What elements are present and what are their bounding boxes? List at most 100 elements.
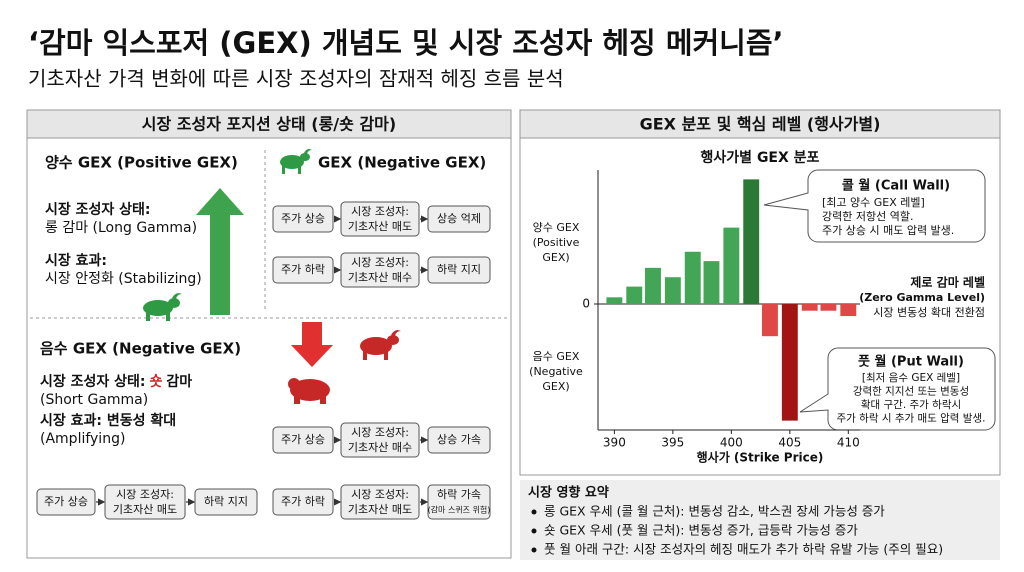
bull-icon — [280, 149, 312, 174]
bar — [723, 227, 740, 305]
bar — [743, 179, 760, 305]
bullet — [531, 528, 537, 534]
label: 숏 GEX 우세 (풋 월 근처): 변동성 증가, 급등락 가능성 증가 — [544, 523, 858, 538]
flow-box — [427, 484, 491, 520]
label: GEX) — [542, 380, 569, 393]
flow-text: 주가 하락 — [281, 494, 325, 508]
flow-box — [427, 205, 491, 233]
bar — [781, 304, 798, 421]
down-arrow — [291, 345, 333, 367]
label: 400 — [720, 436, 743, 450]
flow-box — [272, 205, 334, 233]
label: 395 — [661, 436, 684, 450]
label: 롱 감마 (Long Gamma) — [45, 220, 197, 236]
flow-text: 기초자산 매수 — [348, 271, 412, 284]
label: 410 — [837, 436, 860, 450]
label: 0 — [582, 297, 590, 311]
bar — [626, 286, 643, 305]
bar — [761, 304, 778, 337]
label: 시장 효과: — [45, 252, 107, 269]
flow-box — [272, 488, 334, 516]
callout — [799, 347, 996, 431]
label: 390 — [603, 436, 626, 450]
label: 양수 GEX — [533, 221, 580, 234]
flow-box — [427, 256, 491, 284]
right-header: GEX 분포 및 핵심 레벨 (행사가별) — [640, 115, 881, 134]
label: 음수 GEX — [533, 350, 580, 363]
bar — [703, 261, 720, 305]
bull-icon — [360, 330, 401, 360]
flow-text: 시장 조성자: — [351, 426, 409, 439]
label: 시장 조성자 상태: — [45, 201, 151, 218]
flow-text: 하락 지지 — [437, 262, 481, 276]
label: [최고 양수 GEX 레벨] — [822, 196, 925, 209]
flow-text: 주가 상승 — [281, 212, 325, 225]
label: [최저 음수 GEX 레벨] — [862, 372, 960, 384]
label: 시장 변동성 확대 전환점 — [873, 306, 985, 319]
summary-box — [520, 480, 1000, 560]
flow-box — [340, 252, 420, 288]
label: 시장 영향 요약 — [528, 485, 609, 501]
label: 행사가별 GEX 분포 — [701, 149, 820, 166]
label: 주가 상승 시 매도 압력 발생. — [822, 224, 954, 237]
label: (Zero Gamma Level) — [859, 291, 985, 304]
bar — [801, 304, 818, 311]
label: (Short Gamma) — [40, 392, 148, 408]
flow-text: 주가 상승 — [281, 433, 325, 446]
flow-box — [340, 201, 420, 237]
flow-text: 기초자산 매도 — [348, 503, 412, 516]
flow-text: 주가 상승 — [44, 495, 88, 508]
bar — [684, 251, 701, 305]
label: GEX (Negative GEX) — [318, 154, 486, 172]
flow-box — [36, 488, 96, 516]
bear-icon — [288, 378, 330, 404]
flow-text: 시장 조성자: — [116, 488, 174, 501]
bull-icon — [143, 293, 182, 321]
callout — [763, 169, 986, 243]
left-header: 시장 조성자 포지션 상태 (롱/숏 감마) — [142, 115, 396, 134]
label: 시장 효과: 변동성 확대 — [40, 412, 176, 429]
bar — [840, 304, 857, 317]
flow-box — [194, 488, 258, 516]
label: 숏 — [150, 374, 163, 390]
bar — [606, 297, 623, 305]
flow-box — [340, 484, 420, 520]
subtitle: 기초자산 가격 변화에 따른 시장 조성자의 잠재적 헤징 흐름 분석 — [28, 67, 564, 91]
flow-text: 기초자산 매수 — [348, 441, 412, 454]
flow-box — [272, 256, 334, 284]
left-panel — [26, 109, 512, 559]
label: 시장 안정화 (Stabilizing) — [45, 271, 202, 287]
label: 감마 — [166, 373, 192, 390]
label: 음수 GEX (Negative GEX) — [40, 340, 241, 358]
label: GEX) — [542, 251, 569, 264]
label: 행사가 (Strike Price) — [697, 450, 824, 465]
flow-text: 하락 지지 — [204, 494, 248, 508]
bar — [820, 304, 837, 311]
flow-text: 시장 조성자: — [351, 488, 409, 501]
label: 롱 GEX 우세 (콜 월 근처): 변동성 감소, 박스권 장세 가능성 증가 — [544, 504, 885, 519]
left-header-bg — [26, 109, 512, 139]
flow-box — [427, 426, 491, 454]
label: 시장 조성자 상태: 숏 감마 — [40, 373, 192, 390]
up-arrow — [210, 214, 230, 315]
label: 콜 월 (Call Wall) — [842, 178, 950, 194]
label: 강력한 지지선 또는 변동성 — [853, 386, 969, 398]
flow-box — [104, 484, 186, 520]
up-arrow — [196, 188, 244, 215]
label: 풋 월 (Put Wall) — [858, 354, 964, 370]
bar — [645, 267, 661, 305]
flow-box — [272, 426, 334, 454]
label: (Amplifying) — [40, 431, 125, 447]
label: (Positive — [533, 236, 580, 249]
flow-text: 상승 가속 — [437, 433, 481, 446]
bullet — [531, 547, 537, 553]
label: 양수 GEX (Positive GEX) — [45, 154, 238, 172]
bullet — [531, 509, 537, 515]
flow-text: 하락 가속 — [437, 487, 481, 501]
flow-text: 주가 하락 — [281, 262, 325, 276]
label: 풋 월 아래 구간: 시장 조성자의 헤징 매도가 추가 하락 유발 가능 (주… — [544, 542, 943, 557]
label: 제로 감마 레벨 — [910, 275, 985, 290]
title: ‘감마 익스포저 (GEX) 개념도 및 시장 조성자 헤징 메커니즘’ — [28, 26, 784, 60]
label: 405 — [778, 436, 801, 450]
